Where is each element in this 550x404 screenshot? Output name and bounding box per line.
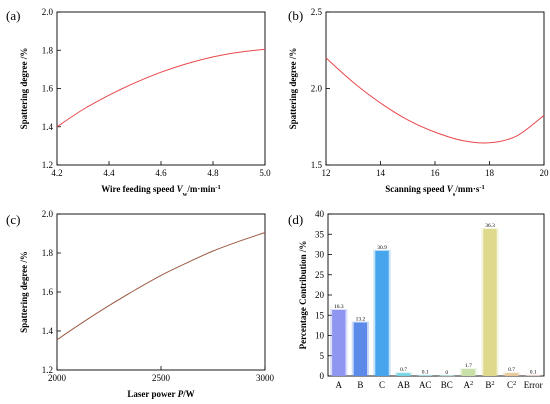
panel-d-category-label: C bbox=[379, 380, 385, 390]
panel-a-frame bbox=[56, 11, 266, 166]
panel-b-ylabel: Spattering degree /% bbox=[288, 48, 298, 130]
panel-a-xlabel: Wire feeding speed Vw/m·min-1 bbox=[101, 184, 221, 198]
panel-b: (b) 12 14 16 18 20 1.5 2.0 2.5 Scanning speed Vs/… bbox=[288, 7, 549, 198]
panel-a: (a) 4.2 4.4 4.6 4.8 5.0 1.2 1.4 1.6 1.8 2.0 Wire fe… bbox=[6, 7, 271, 198]
panel-b-ytick-label: 1.5 bbox=[311, 160, 323, 170]
panel-d-data-label: 13.2 bbox=[356, 317, 366, 323]
panel-d-bar bbox=[375, 250, 389, 376]
panel-c-frame bbox=[56, 213, 266, 371]
panel-a-ytick-label: 2.0 bbox=[42, 7, 54, 17]
panel-b-xtick-label: 18 bbox=[485, 168, 495, 178]
panel-a-xtick-label: 4.6 bbox=[155, 168, 167, 178]
panel-d-data-label: 36.3 bbox=[485, 223, 495, 229]
panel-d-bar bbox=[353, 322, 368, 376]
panel-d: (d) 0 5 10 15 20 25 30 35 40 Percentage Contributi… bbox=[288, 209, 545, 391]
panel-c-ytick-label: 1.8 bbox=[42, 248, 54, 258]
panel-d-ytick-label: 40 bbox=[315, 209, 325, 219]
panel-d-category-label: AC bbox=[419, 380, 432, 390]
panel-a-ytick-label: 1.6 bbox=[42, 84, 54, 94]
panel-d-data-label: 0.7 bbox=[400, 367, 407, 373]
panel-a-ytick-label: 1.4 bbox=[42, 122, 54, 132]
panel-c-xtick-label: 2000 bbox=[48, 373, 67, 383]
panel-c-tag: (c) bbox=[6, 212, 20, 227]
panel-d-data-label: 0 bbox=[445, 370, 448, 376]
panel-d-ytick-label: 15 bbox=[315, 310, 325, 320]
panel-d-category-label: B2 bbox=[485, 380, 494, 391]
panel-c-ylabel: Spattering degree /% bbox=[19, 251, 29, 333]
panel-b-xtick-label: 16 bbox=[431, 168, 441, 178]
panel-d-data-label: 0.1 bbox=[422, 370, 429, 376]
panel-d-ytick-label: 5 bbox=[320, 351, 325, 361]
panel-c-series-line bbox=[56, 232, 266, 341]
panel-d-bar-glow bbox=[524, 374, 542, 376]
panel-d-ytick-label: 35 bbox=[315, 229, 325, 239]
panel-d-data-label: 30.9 bbox=[377, 245, 387, 251]
panel-a-ytick-label: 1.8 bbox=[42, 45, 54, 55]
panel-d-ytick-label: 10 bbox=[315, 331, 325, 341]
panel-d-ylabel: Percentage Contribution /% bbox=[298, 241, 308, 350]
panel-a-ytick-label: 1.2 bbox=[42, 160, 53, 170]
panel-b-xtick-label: 12 bbox=[322, 168, 331, 178]
panel-a-tag: (a) bbox=[6, 8, 20, 23]
panel-a-xtick-label: 4.2 bbox=[51, 168, 62, 178]
panel-d-data-label: 0.7 bbox=[508, 367, 515, 373]
panel-d-category-label: C2 bbox=[507, 380, 516, 391]
panel-d-bar bbox=[396, 373, 411, 376]
panel-d-data-label: 1.7 bbox=[465, 363, 472, 369]
panel-a-xtick-label: 5.0 bbox=[259, 168, 271, 178]
panel-a-xtick-label: 4.8 bbox=[207, 168, 219, 178]
panel-d-data-label: 0.1 bbox=[530, 370, 537, 376]
panel-d-ytick-label: 20 bbox=[315, 290, 325, 300]
panel-d-category-label: A2 bbox=[464, 380, 474, 391]
panel-d-category-label: A bbox=[336, 380, 343, 390]
panel-b-frame bbox=[325, 11, 545, 166]
panel-c-xtick-label: 2500 bbox=[152, 373, 171, 383]
panel-c-ytick-label: 1.4 bbox=[42, 326, 54, 336]
panel-b-ytick-label: 2.0 bbox=[311, 84, 323, 94]
panel-b-tag: (b) bbox=[288, 8, 303, 23]
panel-d-category-label: BC bbox=[441, 380, 453, 390]
panel-d-bar bbox=[332, 309, 346, 376]
panel-d-ytick-label: 0 bbox=[320, 371, 325, 381]
panel-a-series-line bbox=[56, 48, 266, 128]
panel-b-xtick-label: 14 bbox=[376, 168, 386, 178]
panel-c-xlabel: Laser power P/W bbox=[127, 389, 194, 399]
panel-d-bar bbox=[483, 228, 497, 376]
panel-c-ytick-label: 1.6 bbox=[42, 287, 54, 297]
panel-d-category-label: AB bbox=[397, 380, 410, 390]
panel-d-bar bbox=[504, 373, 519, 376]
panel-c-ytick-label: 2.0 bbox=[42, 209, 54, 219]
panel-c: (c) 2000 2500 3000 1.2 1.4 1.6 1.8 2.0 Laser powe… bbox=[6, 209, 275, 399]
panel-a-xtick-label: 4.4 bbox=[103, 168, 115, 178]
panel-d-category-label: B bbox=[357, 380, 363, 390]
panel-d-bar-glow bbox=[416, 374, 434, 376]
panel-b-xlabel: Scanning speed Vs/mm·s-1 bbox=[385, 184, 485, 198]
panel-d-data-label: 16.3 bbox=[334, 304, 344, 310]
panel-b-ytick-label: 2.5 bbox=[311, 7, 323, 17]
panel-d-ytick-label: 30 bbox=[315, 250, 325, 260]
panel-d-ytick-label: 25 bbox=[315, 270, 325, 280]
panel-d-category-label: Error bbox=[524, 380, 543, 390]
panel-b-xtick-label: 20 bbox=[540, 168, 550, 178]
panel-a-ylabel: Spattering degree /% bbox=[19, 48, 29, 130]
panel-c-ytick-label: 1.2 bbox=[42, 365, 53, 375]
panel-b-series-line bbox=[325, 57, 545, 144]
panel-c-xtick-label: 3000 bbox=[256, 373, 275, 383]
panel-d-tag: (d) bbox=[288, 212, 303, 227]
panel-d-bar bbox=[461, 369, 476, 376]
